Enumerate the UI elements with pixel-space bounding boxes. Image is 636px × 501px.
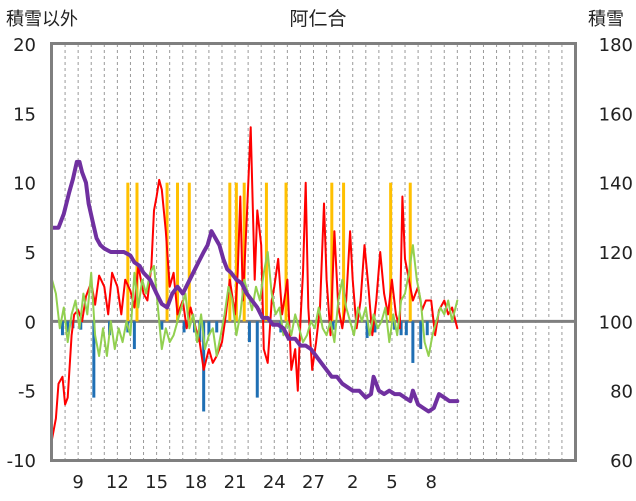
chart-title: 阿仁合	[289, 8, 346, 30]
precip-bar	[207, 321, 211, 336]
vertical-grid	[52, 44, 575, 460]
left-axis-label: 積雪以外	[6, 9, 78, 30]
right-tick-label: 100	[599, 312, 633, 333]
right-axis-label: 積雪	[588, 9, 624, 30]
precip-bar	[365, 321, 369, 338]
right-tick-label: 120	[599, 243, 633, 264]
precip-bar	[419, 321, 423, 350]
precip-bar	[411, 321, 415, 363]
plot-frame	[50, 42, 577, 462]
precip-bar	[373, 321, 377, 333]
x-tick-label: 5	[386, 472, 397, 493]
right-tick-label: 160	[599, 104, 633, 125]
x-tick-label: 2	[347, 472, 358, 493]
precip-bar	[60, 321, 64, 336]
precip-bar	[399, 321, 403, 336]
left-tick-label: -10	[7, 451, 36, 472]
left-tick-label: 20	[13, 35, 36, 56]
precip-bar	[132, 321, 136, 350]
precip-bar	[247, 321, 251, 343]
precip-bar	[215, 321, 219, 333]
line-series	[50, 126, 460, 441]
snowfall-bar	[264, 182, 268, 322]
secondary-line	[51, 244, 459, 357]
precip-bar	[198, 321, 202, 343]
left-tick-label: 5	[25, 243, 36, 264]
snowfall-bar	[389, 182, 393, 322]
x-tick-label: 15	[145, 472, 168, 493]
left-tick-label: -5	[18, 382, 36, 403]
left-tick-label: 10	[13, 174, 36, 195]
snowfall-bar	[135, 182, 139, 322]
snowfall-bar	[234, 182, 238, 322]
right-tick-label: 140	[599, 174, 633, 195]
precip-bar	[331, 321, 335, 330]
precip-bar	[92, 321, 96, 398]
x-tick-label: 27	[302, 472, 325, 493]
x-tick-label: 12	[106, 472, 129, 493]
precip-bar	[425, 321, 429, 336]
snowfall-bar	[408, 182, 412, 322]
x-tick-label: 9	[72, 472, 83, 493]
right-tick-label: 60	[610, 451, 633, 472]
right-tick-label: 180	[599, 35, 633, 56]
x-tick-label: 8	[425, 472, 436, 493]
precip-bar	[404, 321, 408, 336]
tick-labels: -10 -5 0 5 10 15 20 60 80 100 120 140 160 180 9 12 15 18 2…	[7, 35, 633, 493]
snowfall-bar	[228, 182, 232, 322]
x-tick-label: 24	[263, 472, 286, 493]
snowfall-bar	[330, 182, 334, 322]
snowfall-bar	[284, 182, 288, 322]
left-tick-label: 15	[13, 104, 36, 125]
precip-bar	[182, 321, 186, 333]
x-tick-label: 21	[224, 472, 247, 493]
precip-bar	[66, 321, 70, 333]
snow_depth-line	[50, 159, 460, 414]
left-tick-label: 0	[25, 312, 36, 333]
x-tick-label: 18	[184, 472, 207, 493]
snowfall-bar	[187, 182, 191, 322]
snowfall-bar	[342, 182, 346, 322]
snowfall-bar	[176, 182, 180, 322]
right-tick-label: 80	[610, 382, 633, 403]
precip-bar	[160, 321, 164, 330]
temperature-line	[51, 126, 459, 441]
precip-bar	[255, 321, 259, 398]
